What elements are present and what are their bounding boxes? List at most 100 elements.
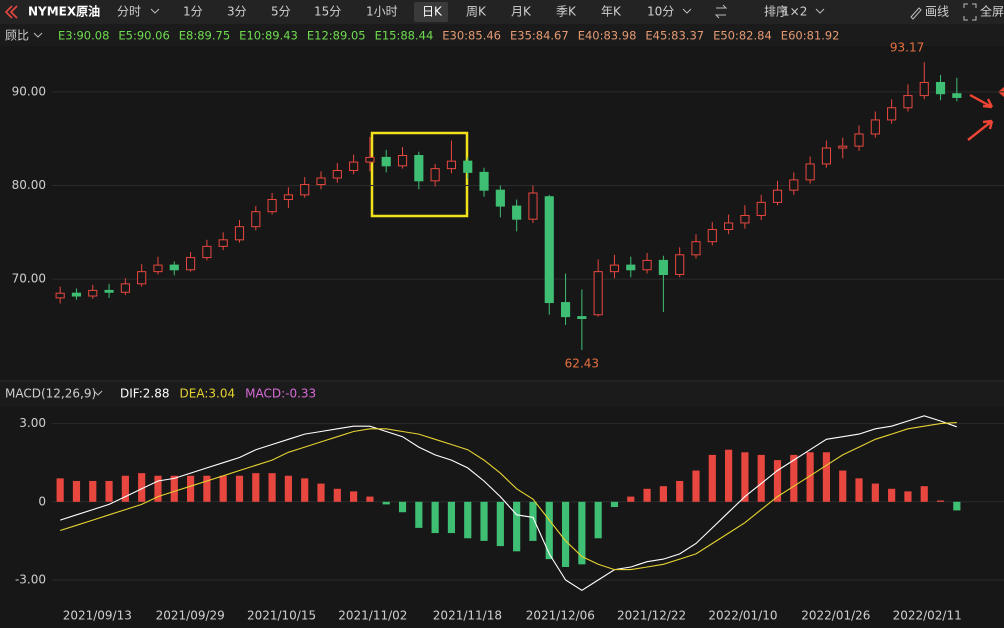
- macd-legend: DIF:2.88: [120, 387, 170, 401]
- macd-bar: [855, 478, 863, 502]
- candle-body: [724, 222, 734, 231]
- y-tick-label: 90.00: [12, 84, 46, 98]
- ma-legend: E40:83.98: [578, 29, 637, 43]
- macd-bar: [89, 480, 97, 502]
- adjust-select[interactable]: 顾比: [5, 29, 29, 43]
- ma-legend: E8:89.75: [179, 29, 230, 43]
- macd-bar: [186, 475, 195, 502]
- period-tab[interactable]: 1小时: [366, 5, 398, 19]
- pen-icon: [910, 7, 922, 20]
- highlight-box: [370, 131, 469, 218]
- candle-body: [153, 264, 163, 273]
- period-tab[interactable]: 月K: [511, 5, 532, 19]
- candle-body: [234, 226, 245, 241]
- dropdown-icon: [682, 8, 692, 14]
- macd-bar: [561, 501, 570, 567]
- fullscreen-button[interactable]: 全屏: [980, 4, 1004, 19]
- x-tick-label: 2022/02/11: [893, 609, 962, 623]
- candle-body: [446, 160, 457, 170]
- candle-body: [55, 292, 65, 299]
- active-tab: [414, 2, 448, 22]
- fullscreen-icon: [963, 3, 977, 21]
- sort-button[interactable]: 排序: [764, 4, 788, 19]
- candle-body: [88, 289, 98, 297]
- candle-body: [137, 271, 147, 285]
- candle-body: [349, 161, 359, 172]
- dropdown-icon: [33, 32, 43, 38]
- macd-bar: [676, 480, 684, 502]
- macd-bar: [659, 486, 667, 502]
- macd-bar: [333, 488, 341, 502]
- macd-bar: [203, 475, 211, 502]
- macd-bar: [708, 454, 716, 502]
- period-tab[interactable]: 日K: [422, 5, 443, 19]
- macd-bar: [496, 501, 504, 547]
- sort-icon: [714, 4, 728, 19]
- candle-body: [544, 196, 554, 304]
- macd-bar: [643, 488, 651, 502]
- macd-bar: [447, 501, 456, 534]
- back-icon[interactable]: [4, 5, 18, 19]
- x-tick-label: 2022/01/10: [708, 609, 777, 623]
- candle-body: [71, 292, 82, 297]
- macd-bar: [56, 478, 64, 502]
- candle-body: [414, 155, 424, 182]
- macd-bar: [72, 480, 81, 502]
- ma-legend: E50:82.84: [713, 29, 772, 43]
- candle-body: [120, 283, 130, 293]
- candle-body: [495, 189, 505, 207]
- macd-bar: [806, 452, 814, 502]
- ma-legend: E35:84.67: [510, 29, 569, 43]
- x-tick-label: 2021/10/15: [247, 609, 316, 623]
- ma-legend: E30:85.46: [442, 29, 501, 43]
- dropdown-icon: [815, 8, 825, 14]
- low-label: 62.43: [565, 357, 599, 371]
- macd-bar: [350, 491, 358, 502]
- macd-bar: [741, 452, 749, 502]
- macd-bar: [513, 501, 521, 552]
- period-tab[interactable]: 5分: [271, 5, 291, 19]
- candle-body: [952, 93, 962, 98]
- macd-bar: [529, 501, 537, 541]
- macd-bar: [594, 501, 602, 539]
- period-tab[interactable]: 周K: [466, 5, 487, 19]
- period-tab[interactable]: 1分: [183, 5, 203, 19]
- ma-legend: E15:88.44: [375, 29, 434, 43]
- y-tick-label: -3.00: [15, 572, 46, 586]
- candle-body: [218, 239, 228, 247]
- x-tick-label: 2021/09/13: [63, 609, 132, 623]
- period-tab[interactable]: 年K: [601, 5, 622, 19]
- x-tick-label: 2022/01/26: [801, 609, 870, 623]
- ma-legend: E12:89.05: [307, 29, 366, 43]
- candle-body: [300, 184, 310, 196]
- layout-button[interactable]: 1×2: [782, 5, 807, 19]
- candle-body: [104, 289, 114, 293]
- macd-bar: [431, 501, 439, 534]
- macd-bar: [871, 483, 879, 502]
- period-tab[interactable]: 分时: [117, 5, 141, 19]
- ma-legend: E3:90.08: [58, 29, 109, 43]
- macd-bar: [692, 470, 700, 502]
- candle-body: [365, 156, 375, 163]
- macd-bar: [219, 475, 227, 502]
- ma-legend: E45:83.37: [645, 29, 704, 43]
- period-tab[interactable]: 3分: [227, 5, 247, 19]
- symbol[interactable]: NYMEX原油: [28, 4, 100, 19]
- x-tick-label: 2021/09/29: [156, 609, 225, 623]
- period-tab[interactable]: 季K: [556, 5, 577, 19]
- period-tab[interactable]: 15分: [314, 5, 341, 19]
- macd-bar: [545, 501, 553, 560]
- macd-bar: [757, 454, 765, 502]
- high-label: 93.17: [890, 41, 924, 55]
- macd-bar: [839, 470, 847, 502]
- draw-button[interactable]: 画线: [925, 5, 949, 19]
- macd-bar: [888, 488, 896, 502]
- candle-body: [903, 95, 913, 109]
- macd-bar: [415, 501, 423, 528]
- macd-line: [60, 415, 957, 592]
- macd-line: [60, 422, 957, 571]
- macd-bar: [382, 501, 390, 505]
- macd-title[interactable]: MACD(12,26,9): [5, 387, 96, 401]
- period-tab[interactable]: 10分: [647, 5, 674, 19]
